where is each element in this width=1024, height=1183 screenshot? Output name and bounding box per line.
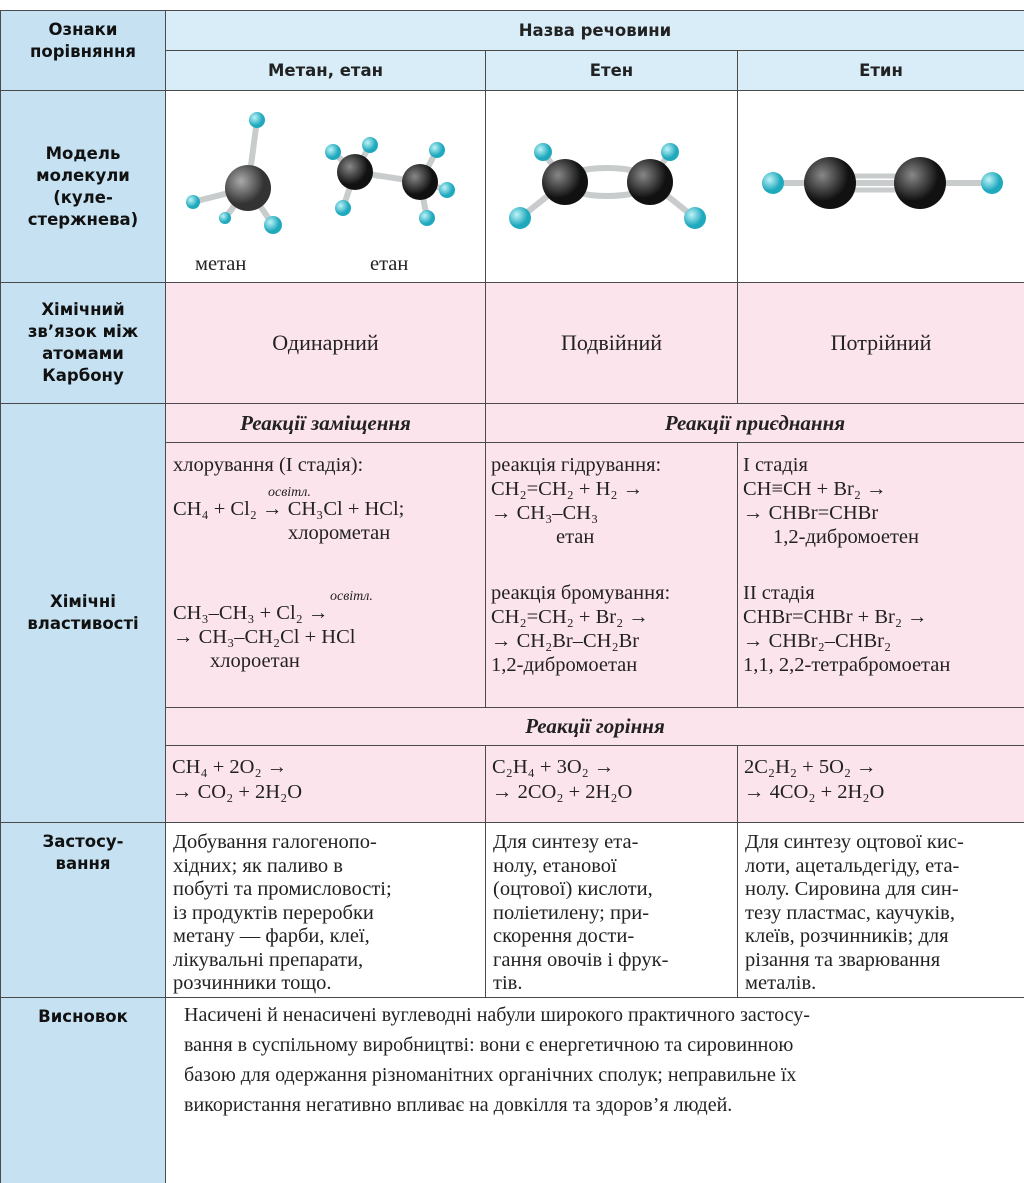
label-line: Хімічний	[41, 299, 124, 321]
text-line: CH≡CH + Br₂ →	[743, 477, 887, 501]
bond-cell: Одинарний	[165, 282, 486, 404]
text-line: розчинники тощо.	[173, 971, 332, 995]
text-line: хлорування (I стадія):	[173, 453, 363, 477]
text-line: Для синтезу ета-	[493, 830, 638, 854]
text-line: хлороетан	[210, 649, 300, 673]
text-line: із продуктів переробки	[173, 901, 374, 925]
label-line: Ознаки	[49, 19, 118, 41]
bond-cell-text: Подвійний	[561, 330, 662, 356]
text-line: CH₂=CH₂ + Br₂ →	[491, 605, 649, 629]
section-title-text: Реакції приєднання	[665, 411, 845, 436]
row-label: Застосу-вання	[0, 822, 166, 998]
bond-cell: Подвійний	[485, 282, 738, 404]
column-header-text: Метан, етан	[268, 61, 383, 80]
text-line: CHBr=CHBr + Br₂ →	[743, 605, 928, 629]
text-line: реакція гідрування:	[491, 453, 661, 477]
column-header-text: Етин	[859, 61, 903, 80]
text-line: клеїв, розчинників; для	[745, 924, 949, 948]
text-line: використання негативно впливає на довкіл…	[184, 1093, 732, 1117]
label-line: молекули	[36, 165, 130, 187]
row-label: Модельмолекули(куле-стержнева)	[0, 90, 166, 283]
column-header: Етин	[737, 50, 1024, 91]
text-line: вання в суспільному виробництві: вони є …	[184, 1033, 793, 1057]
text-line: 1,2-дибромоетен	[773, 525, 919, 549]
text-line: CH₂=CH₂ + H₂ →	[491, 477, 643, 501]
text-line: хлорометан	[288, 521, 390, 545]
text-line: металів.	[745, 971, 816, 995]
label-line: Застосу-	[43, 831, 124, 853]
column-header: Метан, етан	[165, 50, 486, 91]
text-line: нолу, етанової	[493, 854, 617, 878]
text-line: 1,1, 2,2-тетрабромоетан	[743, 653, 950, 677]
text-line: метан	[195, 252, 246, 276]
label-line: атомами	[42, 343, 124, 365]
bond-cell: Потрійний	[737, 282, 1024, 404]
text-line: Добування галогенопо-	[173, 830, 377, 854]
row-label: Висновок	[0, 997, 166, 1183]
text-line: CH₄ + 2O₂ →	[172, 755, 287, 779]
text-line: Насичені й ненасичені вуглеводні набули …	[184, 1003, 810, 1027]
text-line: тів.	[493, 971, 522, 995]
text-line: → CO₂ + 2H₂O	[172, 780, 302, 804]
text-line: → 2CO₂ + 2H₂O	[492, 780, 632, 804]
label-line: властивості	[27, 613, 138, 635]
label-line: вання	[56, 853, 111, 875]
column-header: Етен	[485, 50, 738, 91]
text-line: лікувальні препарати,	[173, 948, 363, 972]
text-line: 2C₂H₂ + 5O₂ →	[744, 755, 877, 779]
section-title: Реакції заміщення	[165, 403, 486, 443]
header-title: Назва речовини	[165, 10, 1024, 51]
text-line: → CH₃–CH₃	[491, 501, 598, 525]
label-line: (куле-	[53, 187, 113, 209]
section-title: Реакції приєднання	[485, 403, 1024, 443]
text-line: тезу пластмас, каучуків,	[745, 901, 955, 925]
molecule-models	[165, 90, 1024, 282]
text-line: різання та зварювання	[745, 948, 940, 972]
text-line: поліетилену; при-	[493, 901, 649, 925]
text-line: метану — фарби, клеї,	[173, 924, 370, 948]
text-line: C₂H₄ + 3O₂ →	[492, 755, 614, 779]
text-line: II стадія	[743, 581, 815, 605]
text-line: лоти, ацетальдегіду, ета-	[745, 854, 959, 878]
text-line: етан	[370, 252, 408, 276]
text-line: → CH₃–CH₂Cl + HCl	[173, 625, 355, 649]
column-header-text: Етен	[590, 61, 633, 80]
text-line: нолу. Сировина для син-	[745, 877, 959, 901]
bond-cell-text: Потрійний	[831, 330, 932, 356]
text-line: → 4CO₂ + 2H₂O	[744, 780, 884, 804]
page: Ознакипорівняння Назва речовини Метан, ета…	[0, 0, 1024, 1183]
text-line: побуті та промисловості;	[173, 877, 392, 901]
text-line: хідних; як паливо в	[173, 854, 343, 878]
section-title-text: Реакції горіння	[525, 714, 665, 739]
text-line: гання овочів і фрук-	[493, 948, 668, 972]
text-line: CH₃–CH₃ + Cl₂ →	[173, 601, 328, 625]
text-line: → CHBr₂–CHBr₂	[743, 629, 891, 653]
header-title-text: Назва речовини	[519, 21, 671, 40]
text-line: скорення дости-	[493, 924, 634, 948]
text-line: освітл.	[330, 585, 373, 609]
section-title: Реакції горіння	[165, 707, 1024, 746]
text-line: 1,2-дибромоетан	[491, 653, 637, 677]
text-line: → CH₂Br–CH₂Br	[491, 629, 639, 653]
bond-cell-text: Одинарний	[272, 330, 378, 356]
text-line: етан	[556, 525, 594, 549]
label-line: порівняння	[30, 41, 136, 63]
text-line: реакція бромування:	[491, 581, 670, 605]
label-line: Висновок	[38, 1006, 128, 1028]
text-line: базою для одержання різноманітних органі…	[184, 1063, 796, 1087]
text-line: CH₄ + Cl₂ → CH₃Cl + HCl;	[173, 497, 404, 521]
text-line: → CHBr=CHBr	[743, 501, 878, 525]
text-line: (оцтової) кислоти,	[493, 877, 653, 901]
label-line: Модель	[46, 143, 121, 165]
text-line: Для синтезу оцтової кис-	[745, 830, 964, 854]
text-line: I стадія	[743, 453, 808, 477]
label-line: зв’язок між	[28, 321, 138, 343]
label-line: Карбону	[42, 365, 123, 387]
section-title-text: Реакції заміщення	[240, 411, 411, 436]
label-line: стержнева)	[28, 209, 138, 231]
label-line: Хімічні	[50, 591, 116, 613]
